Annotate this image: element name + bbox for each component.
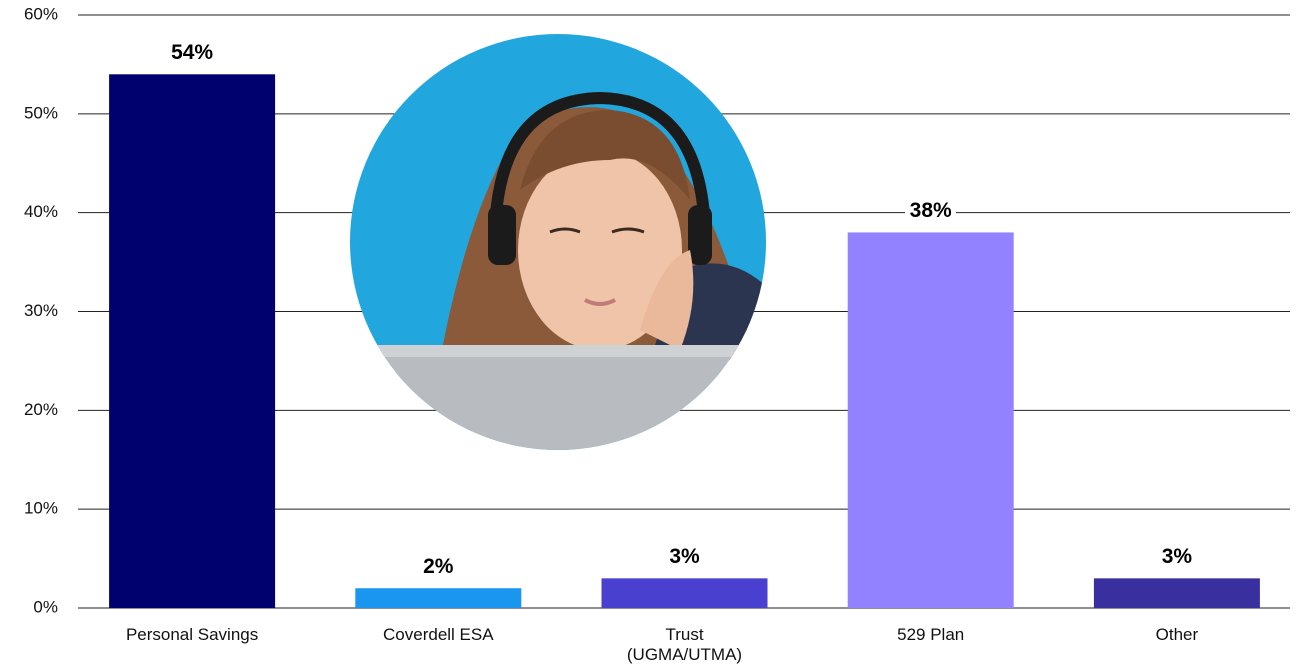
y-tick-label: 0% [33,597,58,616]
bar [601,578,768,608]
bar [109,74,276,609]
y-tick-label: 60% [24,4,58,23]
y-tick-label: 50% [24,103,58,122]
bar [1093,578,1260,608]
value-label: 54% [171,41,213,64]
y-tick-label: 30% [24,301,58,320]
value-label: 3% [1162,545,1193,568]
x-tick-label: Coverdell ESA [383,625,494,644]
value-label: 38% [910,199,952,222]
y-tick-label: 20% [24,400,58,419]
x-tick-label: Trust (UGMA/UTMA) [626,625,743,664]
x-tick-label: Other [1155,625,1199,644]
x-tick-label: 529 Plan [897,625,965,644]
bar [847,232,1014,608]
value-label: 3% [669,545,700,568]
value-label: 2% [423,555,454,578]
bar [355,588,522,608]
x-tick-label: Personal Savings [125,625,259,644]
y-tick-label: 10% [24,499,58,518]
photo [350,34,766,450]
y-tick-label: 40% [24,202,58,221]
